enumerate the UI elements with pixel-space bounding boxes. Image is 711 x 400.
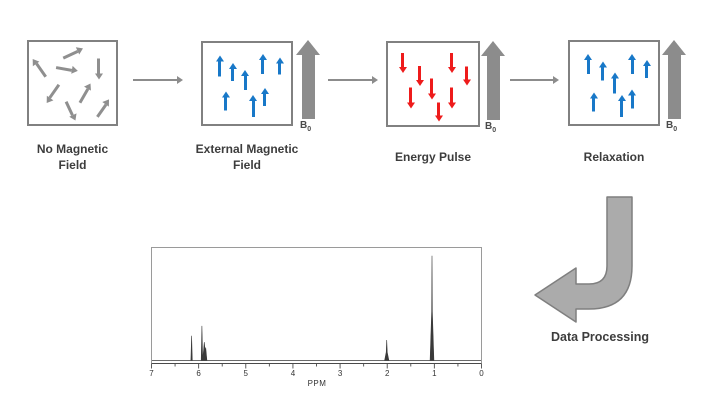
- caption-no-field: No Magnetic Field: [36, 142, 109, 172]
- arrowhead-icon: [553, 76, 559, 84]
- spin-arrow-icon: [617, 94, 626, 117]
- caption-external-field: External Magnetic Field: [195, 142, 299, 172]
- b0-field-arrow-icon: [481, 41, 505, 120]
- nmr-spectrum: 7 6 5 4 3 2 1 0 PPM: [149, 247, 484, 395]
- arrowhead-icon: [177, 76, 183, 84]
- spin-arrow-icon: [642, 60, 651, 79]
- spin-arrow-icon: [29, 56, 49, 80]
- x-tick-label: 3: [337, 369, 343, 378]
- x-tick-label: 7: [149, 369, 154, 378]
- spin-box-energy-pulse: [386, 41, 480, 127]
- spin-box-relaxation: [568, 40, 660, 126]
- spin-arrow-icon: [428, 78, 437, 100]
- spin-arrow-icon: [447, 52, 456, 73]
- spin-arrow-icon: [56, 63, 79, 75]
- x-tick-label: 6: [196, 369, 201, 378]
- arrowhead-icon: [662, 40, 686, 55]
- b0-field-arrow-icon: [296, 40, 320, 119]
- spin-arrow-icon: [260, 88, 269, 107]
- spectrum-peaks: [190, 255, 435, 361]
- spin-arrow-icon: [241, 70, 250, 91]
- spin-arrow-icon: [435, 102, 444, 122]
- data-processing-label: Data Processing: [551, 330, 649, 344]
- b0-label: B0: [485, 121, 497, 134]
- spin-arrow-icon: [628, 54, 637, 75]
- x-tick-label: 5: [243, 369, 248, 378]
- x-tick-label: 4: [290, 369, 296, 378]
- spin-arrow-icon: [215, 55, 224, 77]
- b0-label: B0: [666, 120, 678, 133]
- spin-arrow-icon: [63, 100, 79, 123]
- data-processing-arrow-icon: [534, 196, 633, 323]
- spin-arrow-icon: [61, 44, 85, 61]
- x-tick-label: 1: [432, 369, 437, 378]
- spin-arrow-icon: [463, 66, 472, 86]
- flow-arrow-2: [328, 76, 378, 84]
- spin-arrow-icon: [76, 81, 94, 104]
- arrow-shaft: [301, 55, 315, 119]
- flow-arrow-1: [133, 76, 183, 84]
- spin-arrow-icon: [249, 95, 258, 118]
- b0-label: B0: [300, 120, 312, 133]
- spin-arrow-icon: [598, 61, 607, 81]
- caption-relaxation: Relaxation: [583, 150, 645, 165]
- arrowhead-icon: [372, 76, 378, 84]
- arrow-shaft: [667, 55, 681, 119]
- arrow-shaft: [486, 56, 500, 120]
- spin-arrow-icon: [258, 54, 267, 75]
- x-axis-tick-labels: 7 6 5 4 3 2 1 0: [149, 369, 483, 379]
- spin-arrow-icon: [447, 87, 456, 109]
- spin-arrow-icon: [95, 58, 104, 80]
- x-tick-label: 0: [479, 369, 484, 378]
- flow-arrow-3: [510, 76, 559, 84]
- x-axis-title: PPM: [307, 379, 327, 388]
- caption-energy-pulse: Energy Pulse: [394, 150, 472, 165]
- spin-arrow-icon: [610, 72, 619, 94]
- spin-box-external-field: [201, 41, 293, 126]
- spin-arrow-icon: [94, 96, 113, 119]
- b0-field-arrow-icon: [662, 40, 686, 119]
- spin-arrow-icon: [275, 57, 284, 75]
- spin-arrow-icon: [584, 54, 593, 75]
- arrowhead-icon: [296, 40, 320, 55]
- spin-arrow-icon: [589, 92, 598, 112]
- arrowhead-icon: [481, 41, 505, 56]
- spin-arrow-icon: [399, 52, 408, 73]
- spin-arrow-icon: [628, 89, 637, 109]
- spin-arrow-icon: [228, 63, 237, 82]
- spin-arrow-icon: [415, 65, 424, 86]
- nmr-spectrum-plot: [151, 247, 482, 369]
- spin-arrow-icon: [407, 87, 416, 109]
- spin-box-no-field: [27, 40, 118, 126]
- spin-arrow-icon: [221, 91, 230, 111]
- spin-arrow-icon: [43, 83, 63, 106]
- x-tick-label: 2: [384, 369, 390, 378]
- x-axis-ticks: [151, 364, 482, 369]
